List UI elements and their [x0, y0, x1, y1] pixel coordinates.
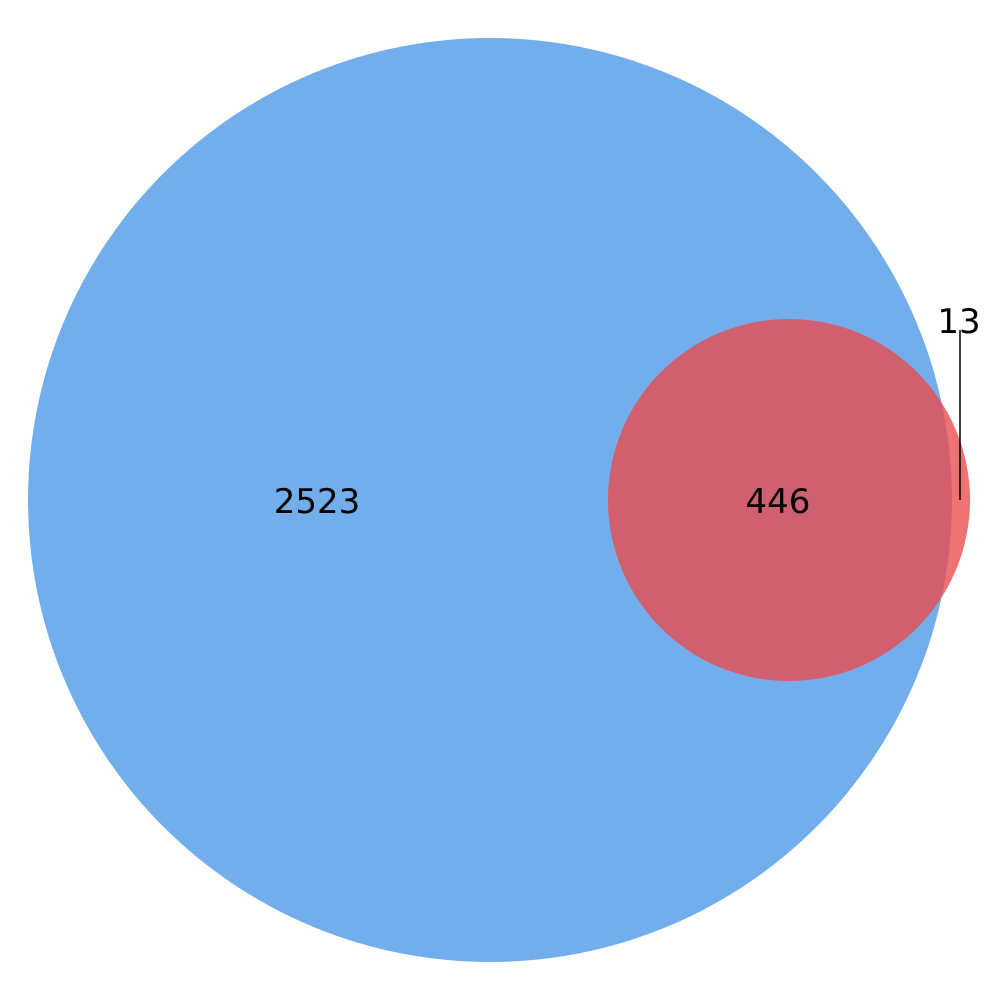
set-a-circle [28, 38, 952, 962]
intersection-region [608, 319, 952, 681]
set-b-only-count: 13 [937, 302, 980, 342]
set-a-only-count: 2523 [274, 482, 361, 522]
intersection-count: 446 [746, 482, 811, 522]
